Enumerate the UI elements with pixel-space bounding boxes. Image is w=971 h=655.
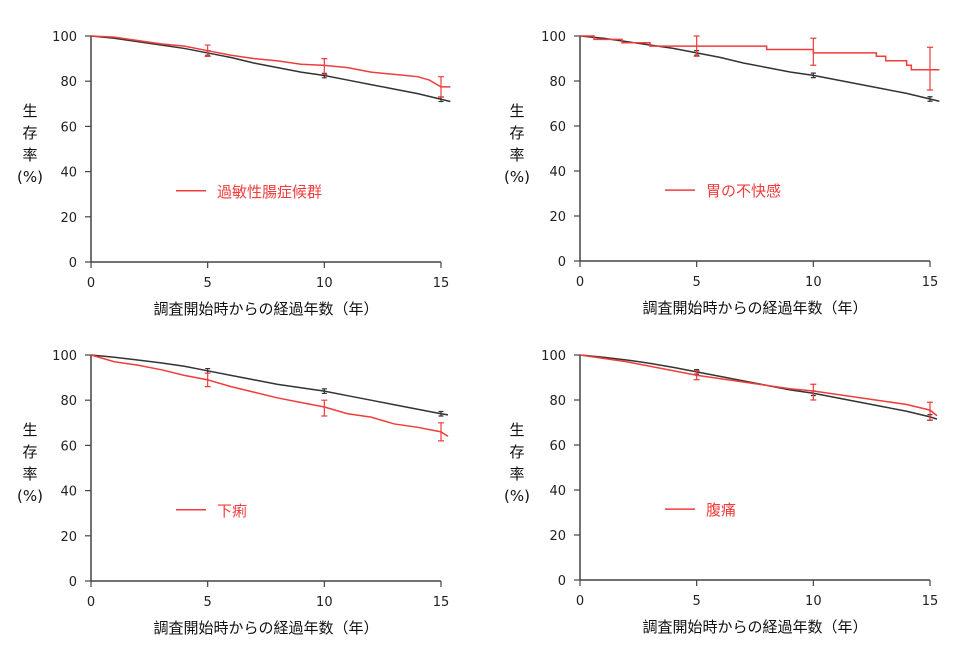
error-bar [438,422,444,442]
group-survival-line [90,35,451,88]
y-axis-label: 生 [22,421,37,439]
error-bar [204,44,211,57]
x-tick-label: 5 [204,276,212,291]
legend-label: 腹痛 [706,501,736,519]
y-tick-label: 0 [69,575,77,590]
y-tick-label: 20 [60,211,77,226]
y-axis-label: (%) [17,487,43,505]
error-bar [927,96,933,102]
group-survival-line [580,35,940,71]
y-tick-label: 0 [558,574,566,589]
error-bar [810,383,817,401]
error-bar [321,399,328,417]
x-tick-label: 5 [693,594,701,609]
y-tick-label: 0 [69,256,77,271]
y-axis-label: 生 [509,421,524,439]
y-tick-label: 40 [60,166,77,181]
error-bar [204,372,211,388]
y-axis-label: (%) [17,168,43,186]
chart-panel-3: 0 20 40 60 80 100 0 5 10 15 生存率 (%) 調査開始時からの経過年数（年） 下… [17,349,449,637]
chart-panel-4: 0 20 40 60 80 100 0 5 10 15 生存率 (%) 調査開始時からの経過年数（年） 腹… [504,349,938,636]
y-axis-label: 存 [22,124,37,142]
reference-survival-line [579,35,940,102]
reference-survival-line [579,354,938,420]
x-tick-label: 5 [693,275,701,290]
error-bar [693,35,700,57]
y-axis-label: 存 [509,443,524,461]
y-tick-label: 100 [52,349,77,364]
y-tick-label: 40 [60,485,77,500]
error-bar [438,410,444,417]
x-axis-label: 調査開始時からの経過年数（年） [642,299,867,317]
x-tick-label: 15 [922,275,939,290]
group-survival-line [579,354,938,417]
y-axis-label: 率 [22,146,37,164]
y-axis-label: 生 [509,102,524,120]
y-axis-label: (%) [504,168,530,186]
error-bar [927,401,933,421]
y-tick-label: 40 [549,484,566,499]
y-tick-label: 80 [60,394,77,409]
group-survival-line [90,354,449,437]
error-bar [321,58,328,76]
legend-label: 下痢 [217,502,247,520]
y-axis-label: 存 [509,124,524,142]
x-tick-label: 0 [576,594,584,609]
y-tick-label: 80 [549,75,566,90]
y-tick-label: 100 [541,30,566,45]
y-axis-label: 率 [22,465,37,483]
y-tick-label: 60 [549,120,566,135]
legend-label: 胃の不快感 [706,182,781,200]
reference-survival-line [90,354,449,416]
y-tick-label: 20 [549,529,566,544]
x-tick-label: 10 [316,595,333,610]
y-tick-label: 80 [549,394,566,409]
legend-label: 過敏性腸症候群 [217,183,322,201]
y-tick-label: 60 [60,439,77,454]
y-tick-label: 20 [549,210,566,225]
y-tick-label: 40 [549,165,566,180]
x-axis-label: 調査開始時からの経過年数（年） [153,300,378,318]
x-tick-label: 15 [433,595,450,610]
x-tick-label: 0 [87,276,95,291]
x-tick-label: 0 [87,595,95,610]
y-tick-label: 80 [60,75,77,90]
x-tick-label: 0 [576,275,584,290]
error-bar [927,46,933,91]
y-axis-label: 存 [22,443,37,461]
y-tick-label: 20 [60,530,77,545]
chart-panel-2: 0 20 40 60 80 100 0 5 10 15 生存率 (%) 調査開始時からの経過年数（年） 胃… [504,30,940,317]
chart-panel-1: 0 20 40 60 80 100 0 5 10 15 生存率 (%) 調査開始時からの経過年数（年） 過… [17,30,451,318]
y-axis-label: (%) [504,487,530,505]
y-tick-label: 0 [558,255,566,270]
x-tick-label: 10 [805,594,822,609]
y-axis-label: 生 [22,102,37,120]
y-tick-label: 60 [60,120,77,135]
y-tick-label: 100 [541,349,566,364]
x-tick-label: 5 [204,595,212,610]
error-bar [321,388,327,395]
y-tick-label: 100 [52,30,77,45]
y-axis-label: 率 [509,146,524,164]
x-tick-label: 10 [316,276,333,291]
x-axis-label: 調査開始時からの経過年数（年） [642,618,867,636]
error-bar [438,76,444,98]
x-axis-label: 調査開始時からの経過年数（年） [153,619,378,637]
y-tick-label: 60 [549,439,566,454]
error-bar [810,72,816,79]
x-tick-label: 15 [922,594,939,609]
error-bar [693,370,700,381]
reference-survival-line [90,35,451,103]
error-bar [810,37,817,66]
y-axis-label: 率 [509,465,524,483]
x-tick-label: 10 [805,275,822,290]
x-tick-label: 15 [433,276,450,291]
